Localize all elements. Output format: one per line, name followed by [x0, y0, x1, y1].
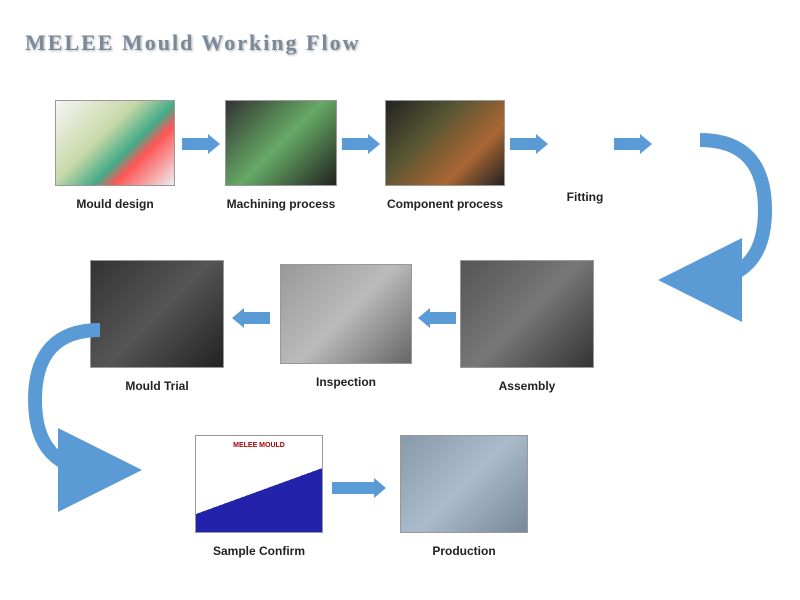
step-image-mould-trial — [90, 260, 224, 368]
step-mould-trial: Mould Trial — [90, 260, 224, 393]
step-mould-design: Mould design — [55, 100, 175, 211]
step-fitting: Fitting — [555, 100, 615, 204]
step-label-mould-design: Mould design — [55, 197, 175, 211]
step-label-inspection: Inspection — [280, 375, 412, 389]
step-label-sample-confirm: Sample Confirm — [195, 544, 323, 558]
step-image-assembly — [460, 260, 594, 368]
step-component-process: Component process — [385, 100, 505, 211]
flow-arrow-icon — [332, 478, 386, 498]
step-label-fitting: Fitting — [555, 190, 615, 204]
flow-curve-arrow-icon — [30, 320, 110, 480]
step-inspection: Inspection — [280, 264, 412, 389]
step-image-machining-process — [225, 100, 337, 186]
flow-arrow-icon — [232, 308, 270, 328]
step-image-production — [400, 435, 528, 533]
step-label-assembly: Assembly — [460, 379, 594, 393]
flow-arrow-icon — [614, 134, 652, 154]
step-production: Production — [400, 435, 528, 558]
step-image-sample-confirm — [195, 435, 323, 533]
step-sample-confirm: Sample Confirm — [195, 435, 323, 558]
step-label-component-process: Component process — [385, 197, 505, 211]
page-title: MELEE Mould Working Flow — [25, 30, 360, 56]
flow-arrow-icon — [182, 134, 220, 154]
step-label-mould-trial: Mould Trial — [90, 379, 224, 393]
step-label-production: Production — [400, 544, 528, 558]
step-image-inspection — [280, 264, 412, 364]
step-label-machining-process: Machining process — [225, 197, 337, 211]
flow-arrow-icon — [342, 134, 380, 154]
flow-arrow-icon — [418, 308, 456, 328]
step-image-component-process — [385, 100, 505, 186]
flow-curve-arrow-icon — [690, 130, 770, 290]
step-machining-process: Machining process — [225, 100, 337, 211]
step-assembly: Assembly — [460, 260, 594, 393]
step-image-mould-design — [55, 100, 175, 186]
flow-arrow-icon — [510, 134, 548, 154]
